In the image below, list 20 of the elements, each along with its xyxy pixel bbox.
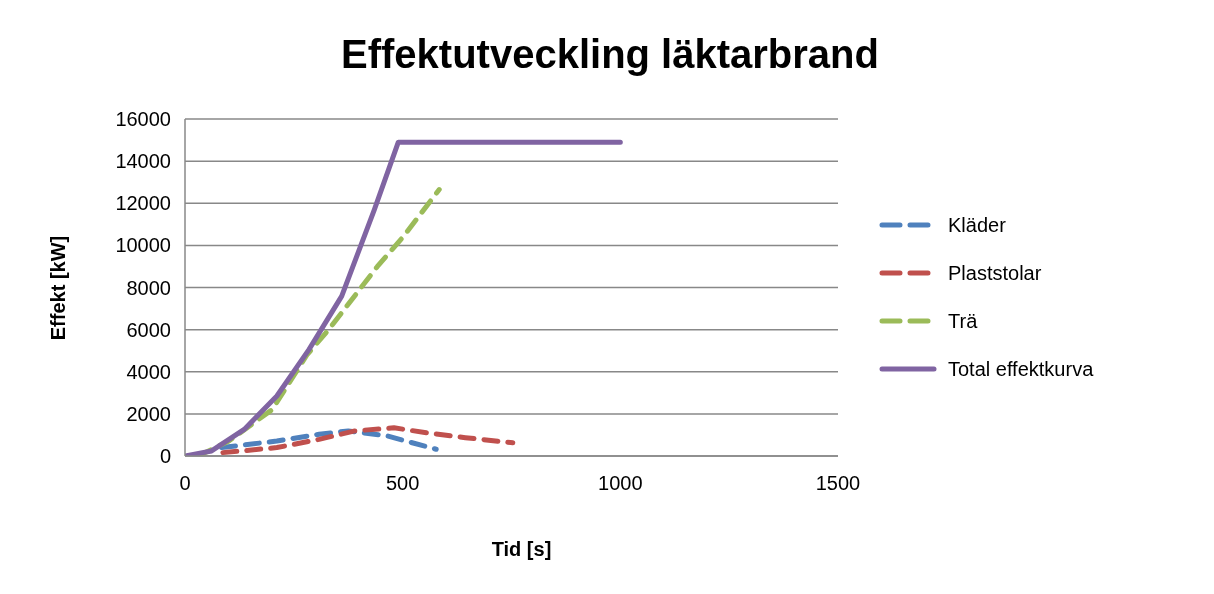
y-tick-label: 16000 — [115, 108, 171, 131]
x-tick-label: 0 — [179, 472, 191, 495]
y-tick-label: 14000 — [115, 150, 171, 173]
legend-label: Plaststolar — [948, 261, 1042, 285]
y-tick-label: 8000 — [126, 276, 171, 299]
legend-label: Total effektkurva — [948, 357, 1094, 381]
y-tick-label: 0 — [159, 445, 171, 468]
x-axis-title: Tid [s] — [490, 538, 553, 561]
x-tick-label: 1000 — [598, 472, 643, 495]
x-tick-label: 500 — [385, 472, 420, 495]
y-tick-label: 2000 — [126, 402, 171, 425]
chart-title: Effektutveckling läktarbrand — [340, 32, 880, 77]
y-tick-label: 10000 — [115, 234, 171, 257]
y-tick-label: 12000 — [115, 192, 171, 215]
y-tick-label: 6000 — [126, 318, 171, 341]
legend-label: Kläder — [948, 213, 1006, 237]
x-tick-label: 1500 — [815, 472, 861, 495]
y-tick-label: 4000 — [126, 360, 171, 383]
y-axis-title: Effekt [kW] — [46, 235, 70, 341]
legend-label: Trä — [948, 309, 978, 333]
